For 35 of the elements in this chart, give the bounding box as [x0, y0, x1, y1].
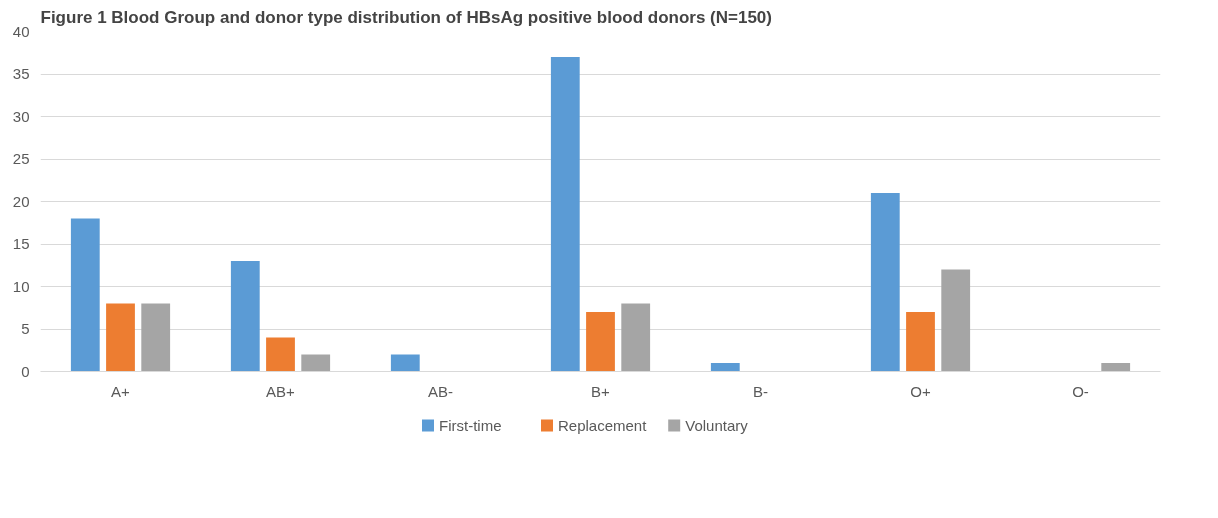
- bar: [106, 303, 135, 372]
- y-tick-label: 5: [21, 320, 30, 337]
- bar: [301, 354, 331, 372]
- x-tick-label: A+: [111, 382, 131, 400]
- chart-title: Figure 1 Blood Group and donor type distribution of HBsAg positive blood donors (N=150): [40, 7, 772, 27]
- bar: [266, 337, 295, 372]
- bar: [141, 303, 171, 372]
- bar: [390, 354, 420, 372]
- y-tick-label: 20: [12, 192, 30, 210]
- x-tick-label: B-: [753, 382, 768, 400]
- bar: [230, 261, 260, 372]
- bar: [941, 269, 971, 372]
- bar: [70, 218, 100, 372]
- bar: [1101, 363, 1131, 372]
- legend-label: Replacement: [558, 417, 648, 434]
- y-tick-label: 35: [12, 65, 30, 82]
- y-tick-label: 25: [12, 150, 30, 167]
- y-tick-label: 40: [12, 22, 30, 40]
- x-tick-label: O-: [1072, 382, 1089, 400]
- bar: [870, 193, 900, 372]
- y-tick-label: 15: [12, 235, 30, 252]
- x-tick-label: AB-: [428, 382, 454, 400]
- y-tick-label: 30: [12, 107, 30, 125]
- legend-label: First-time: [439, 417, 502, 434]
- bar: [550, 57, 580, 372]
- bar: [621, 303, 651, 372]
- x-tick-label: AB+: [266, 382, 296, 400]
- x-tick-label: O+: [910, 382, 931, 400]
- x-tick-label: B+: [591, 382, 611, 400]
- y-tick-label: 0: [21, 362, 30, 380]
- bar: [710, 363, 740, 372]
- bar: [906, 312, 935, 372]
- y-tick-label: 10: [12, 277, 30, 295]
- bar: [586, 312, 615, 372]
- legend-label: Voluntary: [685, 417, 749, 434]
